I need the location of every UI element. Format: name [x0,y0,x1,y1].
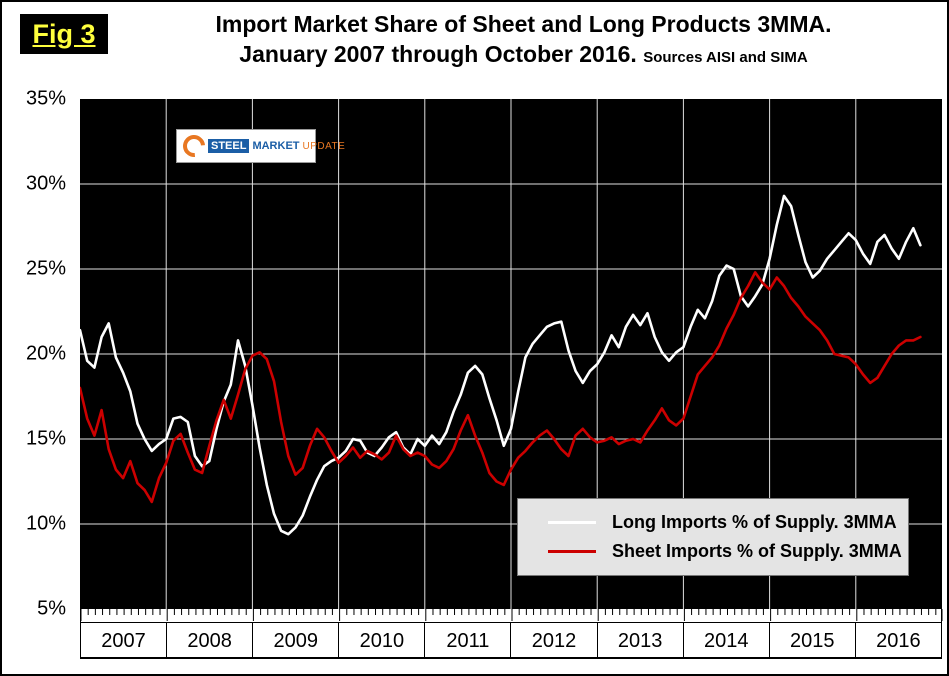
legend-item: Long Imports % of Supply. 3MMA [518,512,908,533]
x-year-label: 2013 [598,623,684,659]
title-line-2-text: January 2007 through October 2016. [239,40,637,67]
y-axis: 35% 30% 25% 20% 15% 10% 5% [2,88,72,620]
month-ticks [81,609,943,621]
figure-label: Fig 3 [20,14,108,54]
y-tick-label: 35% [25,87,66,110]
x-year-label: 2016 [876,629,921,652]
year-labels: 2007 2008 2009 2010 2011 2012 2013 2014 2015 2016 [81,622,941,659]
legend-line-sample [548,520,596,524]
x-year-label: 2012 [511,623,598,659]
logo-steel-text: STEEL [208,139,250,153]
legend: Long Imports % of Supply. 3MMA Sheet Impo… [517,498,909,576]
legend-item: Sheet Imports % of Supply. 3MMA [518,541,908,562]
title-sources: Sources AISI and SIMA [643,48,808,66]
x-year-label: 2008 [167,623,254,659]
title-line-1: Import Market Share of Sheet and Long Pr… [215,11,832,37]
smu-logo-arc-icon [178,130,210,162]
y-tick-label: 20% [25,342,66,365]
x-year-label: 2015 [770,623,856,659]
y-tick-label: 15% [25,427,66,450]
logo-update-text: UPDATE [302,140,346,152]
x-year-label: 2014 [684,623,770,659]
logo-market-text: MARKET [252,140,300,152]
x-year-label: 2007 [81,623,168,659]
chart-title: Import Market Share of Sheet and Long Pr… [114,10,933,70]
x-year-label: 2011 [425,623,512,659]
y-tick-label: 5% [37,597,66,620]
title-line-2: January 2007 through October 2016. Sourc… [114,40,933,70]
y-tick-label: 30% [25,172,66,195]
y-tick-label: 10% [25,512,66,535]
plot-area: STEEL MARKET UPDATE Long Imports % of Su… [80,99,942,609]
legend-line-sample [548,550,596,554]
x-year-label: 2009 [253,623,340,659]
smu-logo: STEEL MARKET UPDATE [176,129,345,163]
x-axis: 2007 2008 2009 2010 2011 2012 2013 2014 2015 2016 [80,609,943,659]
legend-label: Sheet Imports % of Supply. 3MMA [612,541,902,562]
x-year-label: 2010 [339,623,426,659]
y-tick-label: 25% [25,257,66,280]
legend-label: Long Imports % of Supply. 3MMA [612,511,897,532]
